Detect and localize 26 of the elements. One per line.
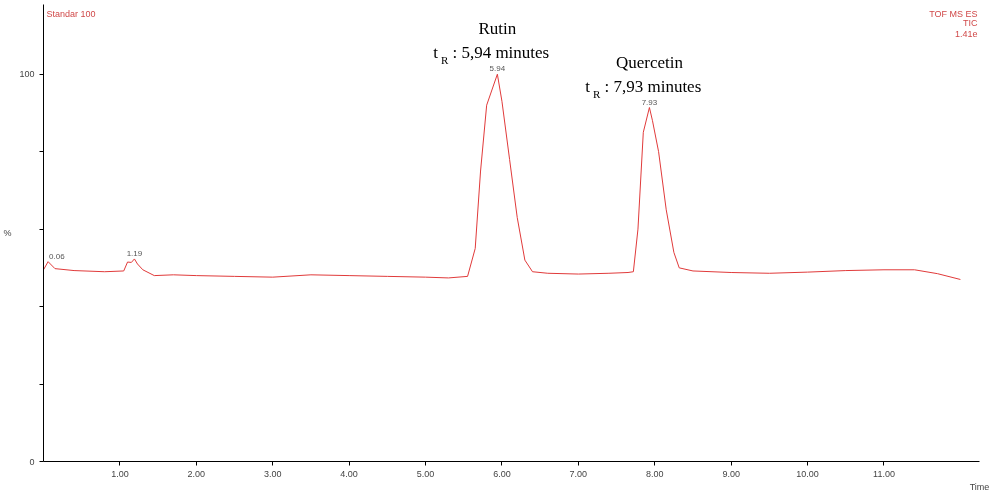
y-tick-label: 100 [19, 69, 35, 80]
x-tick-label: 1.00 [111, 468, 129, 479]
y-axis-title: % [3, 228, 12, 238]
x-tick-label: 9.00 [722, 468, 740, 479]
annotation: TOF MS ES [929, 8, 978, 19]
line-series [43, 73, 961, 280]
annotation: Rutin [478, 19, 517, 39]
x-tick-label: 7.00 [569, 468, 588, 479]
x-tick-label: 5.00 [416, 468, 435, 479]
annotation: 1.19 [126, 248, 143, 258]
annotation: 0.06 [49, 251, 66, 261]
annotation: 5.94 [489, 64, 506, 74]
annotation: TIC [963, 17, 978, 28]
chart-title: Standar 100 [46, 8, 96, 19]
x-tick-label: 6.00 [493, 468, 511, 479]
annotation: 1.41e [954, 28, 978, 39]
x-tick-label: 2.00 [187, 468, 206, 479]
x-tick-label: 4.00 [340, 468, 358, 479]
annotation: 7.93 [641, 97, 658, 107]
x-tick-label: 10.00 [796, 468, 819, 479]
x-tick-label: 8.00 [646, 468, 664, 479]
y-tick-label: 0 [29, 456, 35, 467]
annotation: Quercetin [615, 52, 684, 72]
x-tick-label: 11.00 [873, 468, 895, 479]
x-tick-label: 3.00 [263, 468, 282, 479]
x-axis-title: Time [969, 481, 990, 492]
